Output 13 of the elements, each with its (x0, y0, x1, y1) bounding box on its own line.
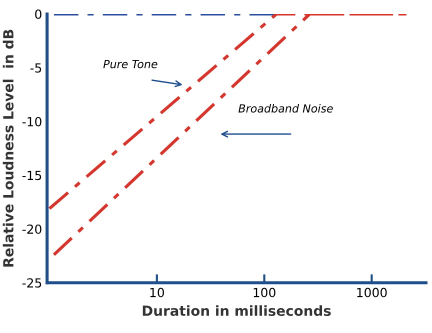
y-axis-title: Relative Loudness Level in dB (2, 30, 14, 267)
x-tick-label: 100 (254, 288, 276, 298)
x-tick-label: 10 (150, 288, 164, 298)
y-tick-label: -5 (30, 63, 42, 73)
annotation: Pure Tone (103, 60, 158, 68)
y-tick-label: -20 (22, 224, 42, 234)
x-tick-label: 1000 (357, 288, 387, 298)
y-tick-label: -15 (22, 170, 42, 180)
annotation: Broadband Noise (238, 104, 333, 113)
x-axis-title: Duration in milliseconds (142, 305, 331, 316)
y-tick-label: -10 (22, 116, 42, 126)
y-tick-label: -25 (22, 278, 42, 288)
y-tick-label: 0 (35, 9, 42, 19)
